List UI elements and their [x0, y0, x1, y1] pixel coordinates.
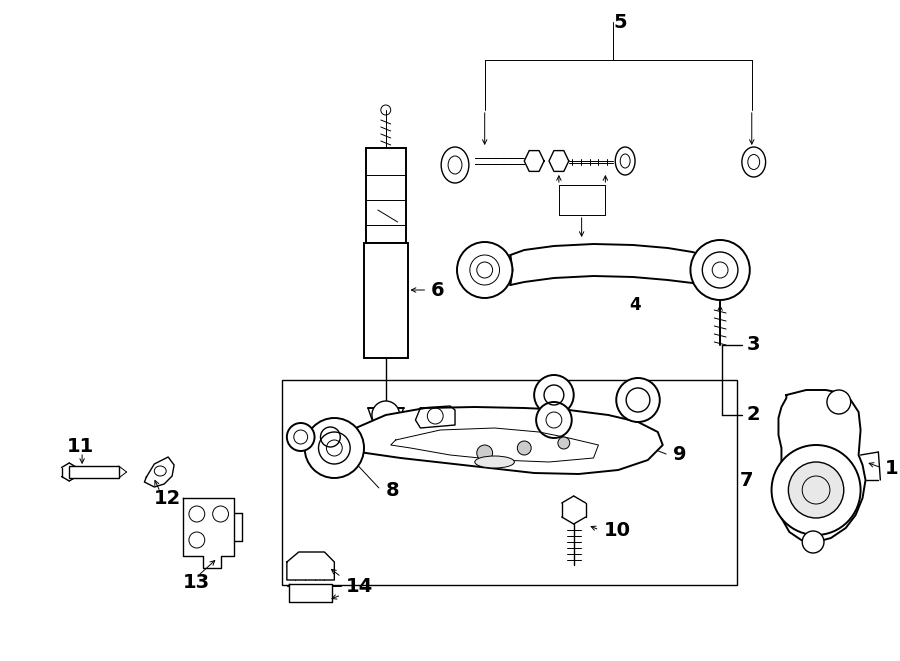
- Circle shape: [372, 401, 400, 429]
- Text: 1: 1: [886, 459, 899, 477]
- Circle shape: [536, 402, 572, 438]
- Circle shape: [802, 531, 824, 553]
- Circle shape: [305, 418, 364, 478]
- Ellipse shape: [475, 456, 515, 468]
- Circle shape: [320, 427, 340, 447]
- Text: 6: 6: [430, 280, 444, 299]
- Circle shape: [457, 242, 512, 298]
- Ellipse shape: [742, 147, 766, 177]
- Polygon shape: [416, 406, 455, 428]
- Circle shape: [827, 390, 850, 414]
- Circle shape: [690, 240, 750, 300]
- Circle shape: [287, 423, 315, 451]
- Bar: [366, 148, 406, 243]
- Text: 3: 3: [747, 336, 760, 354]
- Circle shape: [477, 445, 492, 461]
- Text: 2: 2: [747, 405, 760, 424]
- Ellipse shape: [616, 147, 635, 175]
- Circle shape: [518, 441, 531, 455]
- Ellipse shape: [441, 147, 469, 183]
- Bar: [282, 380, 737, 585]
- Polygon shape: [144, 457, 174, 487]
- Polygon shape: [289, 584, 332, 602]
- Polygon shape: [777, 390, 866, 542]
- Polygon shape: [183, 498, 234, 568]
- Circle shape: [558, 437, 570, 449]
- Circle shape: [616, 378, 660, 422]
- Text: 12: 12: [153, 488, 181, 508]
- Text: 9: 9: [672, 446, 686, 465]
- Bar: [364, 243, 408, 358]
- Polygon shape: [287, 552, 334, 580]
- Text: 5: 5: [613, 13, 627, 32]
- Text: 10: 10: [603, 520, 630, 539]
- Polygon shape: [525, 151, 544, 171]
- Circle shape: [788, 462, 844, 518]
- Text: 14: 14: [346, 576, 374, 596]
- Text: 8: 8: [386, 481, 400, 500]
- Circle shape: [771, 445, 860, 535]
- Polygon shape: [321, 407, 662, 474]
- Circle shape: [535, 375, 573, 415]
- Text: 13: 13: [183, 572, 210, 592]
- Text: 11: 11: [68, 438, 94, 457]
- Text: 4: 4: [629, 296, 641, 314]
- Bar: [69, 466, 119, 478]
- Polygon shape: [549, 151, 569, 171]
- Text: 7: 7: [740, 471, 753, 490]
